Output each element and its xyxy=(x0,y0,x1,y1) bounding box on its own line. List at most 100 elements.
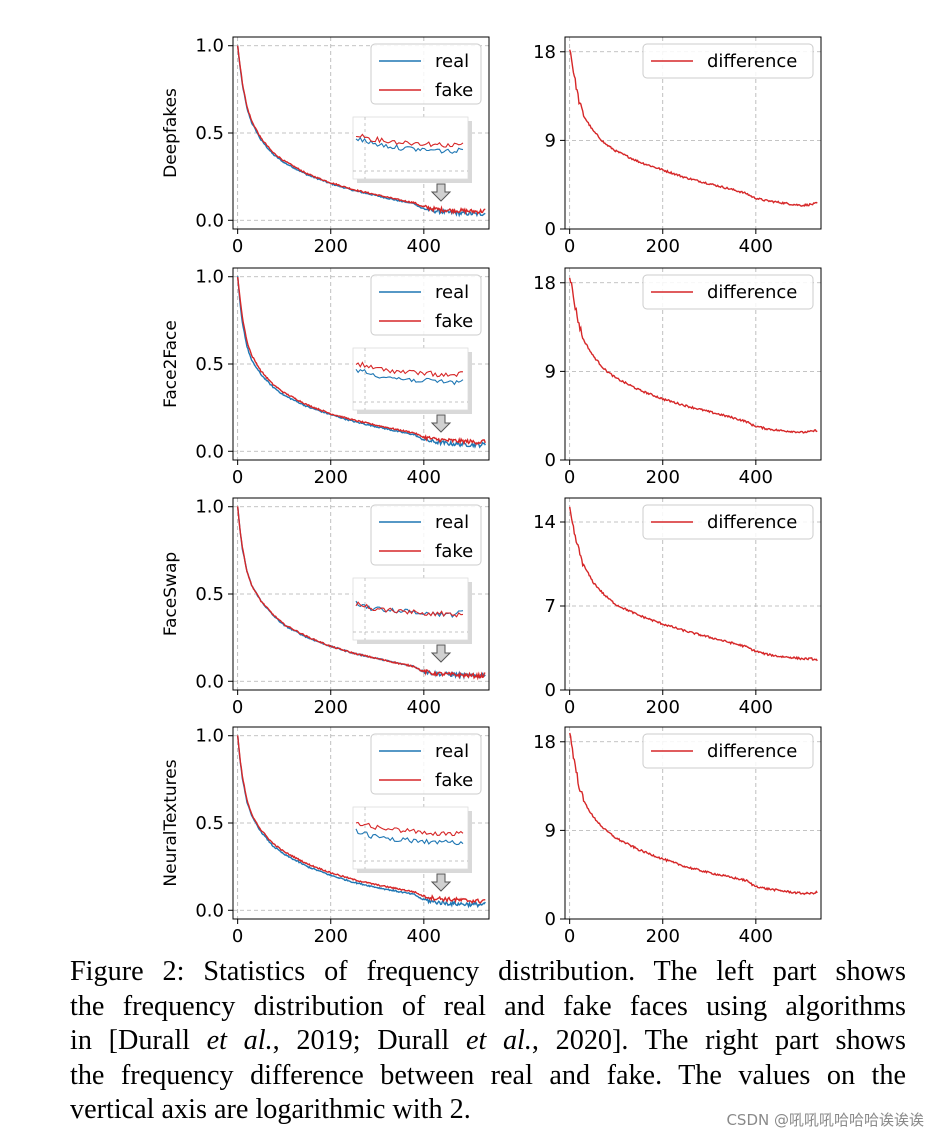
caption-text: , 2020]. The right part shows xyxy=(531,1025,906,1056)
chart-deepfakes-right: 0 200 400 0 9 18 difference xyxy=(533,36,822,257)
y-tick-label: 0 xyxy=(545,450,556,471)
figure: 0 200 400 0.0 0.5 1.0 real fake Deepfakes 0 200 400… xyxy=(161,36,822,947)
y-tick-label: 0.0 xyxy=(195,210,224,231)
row-ylabel: Face2Face xyxy=(161,320,181,408)
y-tick-label: 18 xyxy=(533,732,556,753)
x-tick-label: 400 xyxy=(739,926,773,947)
chart-deepfakes-left: 0 200 400 0.0 0.5 1.0 real fake Deepfakes xyxy=(161,36,490,257)
y-tick-label: 0.0 xyxy=(195,900,224,921)
axes-frame xyxy=(564,497,822,691)
y-tick-label: 0 xyxy=(545,680,556,701)
x-tick-label: 400 xyxy=(739,697,773,718)
y-tick-label: 0.5 xyxy=(195,813,224,834)
axes-frame xyxy=(564,36,822,230)
series-line-difference xyxy=(569,732,818,896)
x-tick-label: 0 xyxy=(564,697,575,718)
y-tick-label: 9 xyxy=(545,130,556,151)
caption-italic: et al. xyxy=(206,1025,273,1056)
series-line-difference xyxy=(569,277,818,434)
inset-box xyxy=(352,116,469,180)
row-ylabel: FaceSwap xyxy=(161,552,181,636)
x-tick-label: 400 xyxy=(407,236,441,257)
legend-label-real: real xyxy=(435,51,469,72)
x-tick-label: 400 xyxy=(407,926,441,947)
watermark: CSDN @吼吼吼哈哈哈诶诶诶 xyxy=(726,1111,924,1129)
caption-line: the frequency distribution of real and f… xyxy=(70,990,906,1025)
x-tick-label: 200 xyxy=(314,467,348,488)
y-tick-label: 0.5 xyxy=(195,123,224,144)
x-tick-label: 0 xyxy=(232,926,243,947)
inset-series-real xyxy=(355,136,464,154)
caption-text: , 2019; Durall xyxy=(272,1025,466,1056)
legend-label-difference: difference xyxy=(707,512,797,533)
caption-text: the frequency difference between real an… xyxy=(70,1059,906,1091)
down-arrow-icon xyxy=(430,644,452,663)
legend-label-difference: difference xyxy=(707,282,797,303)
caption-text: Figure 2: Statistics of frequency distri… xyxy=(70,956,906,987)
caption-text: in [Durall xyxy=(70,1025,207,1056)
y-tick-label: 0 xyxy=(545,219,556,240)
down-arrow-icon xyxy=(430,873,452,892)
caption-line: the frequency difference between real an… xyxy=(70,1059,906,1094)
axes-frame xyxy=(564,267,822,461)
row-ylabel: NeuralTextures xyxy=(161,759,181,886)
legend-box xyxy=(642,733,814,769)
x-tick-label: 400 xyxy=(739,236,773,257)
y-tick-label: 9 xyxy=(545,361,556,382)
y-tick-label: 7 xyxy=(545,596,556,617)
y-tick-label: 0.5 xyxy=(195,584,224,605)
legend-box xyxy=(642,504,814,540)
y-tick-label: 0.0 xyxy=(195,671,224,692)
down-arrow-icon xyxy=(430,414,452,433)
x-tick-label: 200 xyxy=(646,236,680,257)
chart-neuraltextures-right: 0 200 400 0 9 18 difference xyxy=(533,726,822,947)
legend-label-real: real xyxy=(435,741,469,762)
y-tick-label: 18 xyxy=(533,273,556,294)
legend-box xyxy=(642,274,814,310)
legend-box xyxy=(370,733,482,795)
x-tick-label: 200 xyxy=(646,926,680,947)
caption-line: Figure 2: Statistics of frequency distri… xyxy=(70,955,906,990)
chart-faceswap-left: 0 200 400 0.0 0.5 1.0 real fake FaceSwap xyxy=(161,497,490,718)
inset-series-real xyxy=(355,828,464,846)
caption-italic: et al. xyxy=(465,1025,532,1056)
x-tick-label: 200 xyxy=(314,236,348,257)
legend-label-real: real xyxy=(435,282,469,303)
x-tick-label: 0 xyxy=(232,236,243,257)
legend-label-fake: fake xyxy=(435,311,473,332)
figure-caption: Figure 2: Statistics of frequency distri… xyxy=(70,955,906,1128)
x-tick-label: 400 xyxy=(407,697,441,718)
caption-text: vertical axis are logarithmic with 2. xyxy=(70,1094,471,1125)
inset-series-fake xyxy=(355,133,464,148)
x-tick-label: 0 xyxy=(564,236,575,257)
legend-label-real: real xyxy=(435,512,469,533)
legend-label-difference: difference xyxy=(707,51,797,72)
y-tick-label: 1.0 xyxy=(195,497,224,518)
series-line-real xyxy=(237,735,486,909)
x-tick-label: 400 xyxy=(739,467,773,488)
legend-box xyxy=(370,274,482,336)
y-tick-label: 0.5 xyxy=(195,354,224,375)
legend-box xyxy=(370,43,482,105)
legend-label-fake: fake xyxy=(435,80,473,101)
y-tick-label: 14 xyxy=(533,512,556,533)
inset-series-fake xyxy=(355,601,464,618)
x-tick-label: 400 xyxy=(407,467,441,488)
chart-face2face-left: 0 200 400 0.0 0.5 1.0 real fake Face2Face xyxy=(161,267,490,488)
y-tick-label: 18 xyxy=(533,42,556,63)
y-tick-label: 0 xyxy=(545,909,556,930)
y-tick-label: 1.0 xyxy=(195,726,224,747)
inset-series-fake xyxy=(355,821,464,837)
x-tick-label: 200 xyxy=(314,697,348,718)
x-tick-label: 0 xyxy=(564,467,575,488)
x-tick-label: 0 xyxy=(232,467,243,488)
legend-box xyxy=(642,43,814,79)
y-tick-label: 1.0 xyxy=(195,36,224,57)
axes-frame xyxy=(564,726,822,920)
y-tick-label: 0.0 xyxy=(195,441,224,462)
x-tick-label: 200 xyxy=(646,697,680,718)
down-arrow-icon xyxy=(430,183,452,202)
chart-neuraltextures-left: 0 200 400 0.0 0.5 1.0 real fake NeuralTextures xyxy=(161,726,490,947)
chart-face2face-right: 0 200 400 0 9 18 difference xyxy=(533,267,822,488)
row-ylabel: Deepfakes xyxy=(161,88,181,178)
